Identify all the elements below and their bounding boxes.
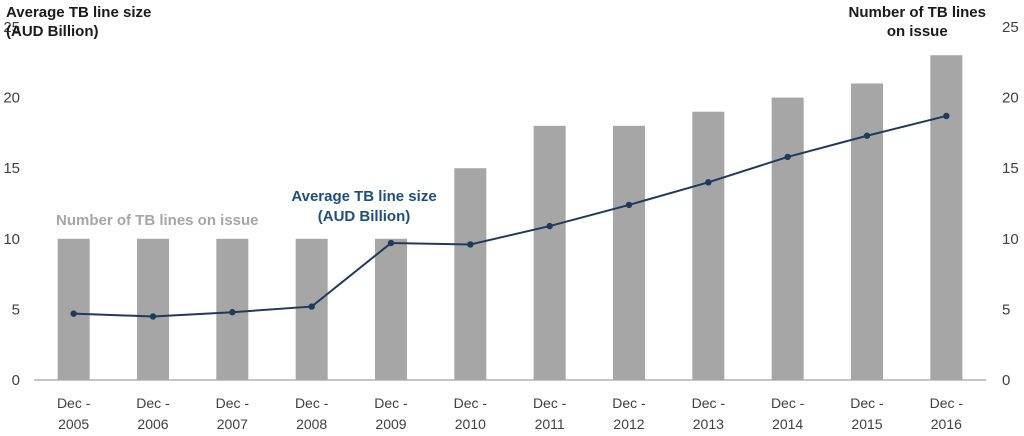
bar-7 — [613, 125, 645, 380]
category-label-9-line-2: 2014 — [772, 416, 803, 432]
right-tick-5: 5 — [1002, 301, 1010, 318]
category-label-7-line-1: Dec - — [612, 395, 646, 411]
category-label-0-line-1: Dec - — [57, 395, 91, 411]
line-path — [73, 114, 947, 318]
line-point-5 — [467, 241, 474, 248]
right-tick-15: 15 — [1002, 160, 1019, 177]
category-label-3-line-2: 2008 — [296, 416, 327, 432]
right-axis-title: Number of TB lines on issue — [848, 3, 986, 41]
right-tick-25: 25 — [1002, 19, 1019, 36]
right-tick-0: 0 — [1002, 372, 1010, 389]
right-axis-title-line-1: Number of TB lines — [848, 4, 986, 21]
line-point-8 — [705, 179, 712, 186]
line-point-9 — [784, 153, 791, 161]
right-tick-20: 20 — [1002, 90, 1019, 107]
bar-1 — [137, 238, 169, 380]
bar-4 — [375, 238, 407, 380]
category-label-11-line-1: Dec - — [930, 395, 964, 411]
category-label-10-line-2: 2015 — [851, 416, 882, 432]
line-point-6 — [546, 222, 553, 230]
bar-10 — [851, 83, 883, 380]
left-tick-15: 15 — [3, 160, 20, 177]
left-tick-10: 10 — [3, 231, 20, 248]
category-label-1-line-2: 2006 — [137, 416, 168, 432]
category-label-2-line-2: 2007 — [217, 416, 248, 432]
category-label-2-line-1: Dec - — [216, 395, 250, 411]
category-label-8-line-1: Dec - — [692, 395, 726, 411]
left-axis-ticks: 0 5 10 15 20 25 — [3, 19, 20, 389]
category-label-10-line-1: Dec - — [850, 395, 884, 411]
bar-5 — [454, 168, 487, 380]
left-tick-25: 25 — [3, 19, 20, 36]
category-label-3-line-1: Dec - — [295, 395, 329, 411]
bars-annotation: Number of TB lines on issue — [56, 212, 259, 229]
category-label-5-line-1: Dec - — [454, 395, 488, 411]
category-label-4-line-2: 2009 — [375, 416, 406, 432]
category-label-1-line-1: Dec - — [136, 395, 170, 411]
bar-series — [57, 55, 963, 381]
left-axis-title-line-2: (AUD Billion) — [6, 23, 99, 40]
line-series — [70, 112, 950, 320]
right-axis-title-line-2: on issue — [886, 23, 948, 40]
line-annotation-line-1: Average TB line size — [291, 188, 437, 205]
bar-9 — [771, 97, 804, 380]
line-annotation-line-2: (AUD Billion) — [317, 208, 411, 225]
line-point-4 — [387, 239, 395, 247]
bar-8 — [692, 111, 725, 380]
left-tick-20: 20 — [3, 90, 20, 107]
category-label-5-line-2: 2010 — [455, 416, 486, 432]
bar-0 — [57, 238, 90, 380]
category-label-9-line-1: Dec - — [771, 395, 805, 411]
category-label-6-line-2: 2011 — [535, 416, 565, 432]
line-point-1 — [149, 313, 157, 320]
category-label-6-line-1: Dec - — [533, 395, 567, 411]
left-axis-title: Average TB line size (AUD Billion) — [6, 3, 151, 41]
right-axis-ticks: 0 5 10 15 20 25 — [1002, 19, 1019, 389]
line-point-0 — [70, 310, 77, 317]
left-tick-0: 0 — [12, 372, 20, 389]
line-point-11 — [943, 112, 950, 120]
category-label-0-line-2: 2005 — [58, 416, 89, 432]
left-tick-5: 5 — [12, 301, 20, 318]
bar-6 — [533, 125, 566, 380]
bar-11 — [930, 55, 963, 381]
line-point-10 — [863, 132, 871, 139]
category-label-11-line-2: 2016 — [931, 416, 962, 432]
right-tick-10: 10 — [1002, 231, 1019, 248]
category-labels: Dec - 2005 Dec - 2006 Dec - 2007 Dec - 2008 Dec … — [57, 395, 963, 432]
line-point-7 — [625, 201, 633, 209]
category-label-7-line-2: 2012 — [613, 416, 644, 432]
line-annotation: Average TB line size (AUD Billion) — [272, 187, 456, 227]
line-point-2 — [229, 309, 236, 316]
line-point-3 — [308, 303, 315, 310]
category-label-4-line-1: Dec - — [374, 395, 408, 411]
category-label-8-line-2: 2013 — [693, 416, 724, 432]
left-axis-title-line-1: Average TB line size — [6, 4, 152, 21]
